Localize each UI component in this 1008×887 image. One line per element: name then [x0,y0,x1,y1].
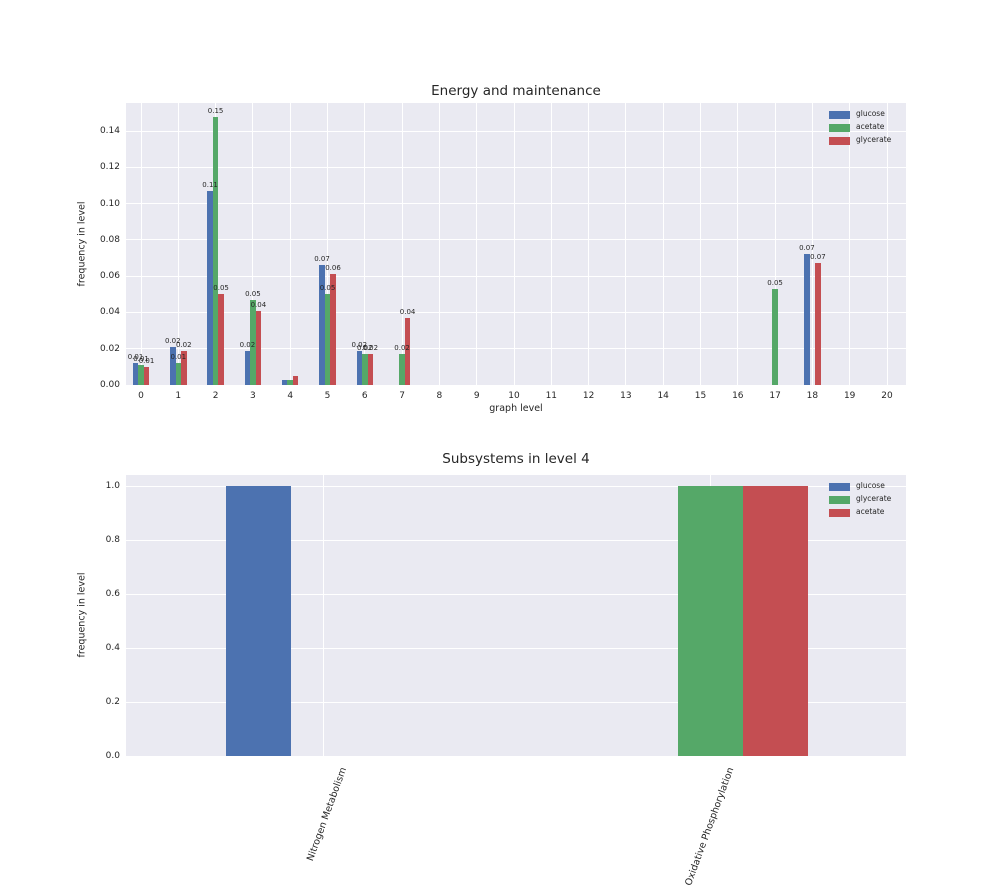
x-tick-label: 20 [881,391,893,401]
y-tick-label: 1.0 [105,481,120,492]
category-label: Nitrogen Metabolism [305,766,350,863]
y-tick-label: 0.2 [105,697,120,707]
x-tick-label: 17 [769,391,781,401]
x-tick-label: 10 [508,391,520,401]
x-tick-label: 11 [545,391,558,401]
x-tick-label: 12 [582,391,595,401]
category-label: Oxidative Phosphorylation [683,766,737,887]
y-tick-label: 0.00 [99,380,120,390]
x-tick-label: 14 [657,391,669,401]
chart-title-subsystems-level4: Subsystems in level 4 [442,451,590,467]
x-tick-label: 1 [175,391,182,401]
x-tick-label: 5 [324,391,331,401]
x-tick-label: 0 [138,391,144,401]
x-tick-label: 6 [361,391,368,401]
y-tick-label: 0.14 [99,126,120,137]
x-tick-label: 8 [436,391,443,401]
x-tick-label: 13 [620,391,632,401]
y-tick-label: 0.04 [99,307,120,318]
y-tick-label: 0.12 [99,162,120,173]
x-tick-label: 16 [732,391,744,401]
plot-area-bottom [126,475,906,756]
x-tick-label: 9 [473,391,480,401]
x-tick-label: 3 [250,391,256,401]
y-tick-label: 0.0 [105,751,120,761]
chart-title-energy-maintenance: Energy and maintenance [431,83,601,99]
x-tick-label: 4 [287,391,294,401]
x-tick-label: 2 [212,391,219,401]
x-tick-label: 15 [694,391,707,401]
y-tick-label: 0.02 [99,343,120,354]
plot-area-top [126,103,906,385]
x-tick-label: 18 [806,391,819,401]
y-axis-label-bottom: frequency in level [76,572,88,658]
x-axis-label-top: graph level [489,403,543,414]
y-tick-label: 0.8 [105,535,120,546]
y-axis-label-top: frequency in level [76,201,88,287]
x-tick-label: 19 [843,391,856,401]
x-tick-label: 7 [399,391,405,401]
